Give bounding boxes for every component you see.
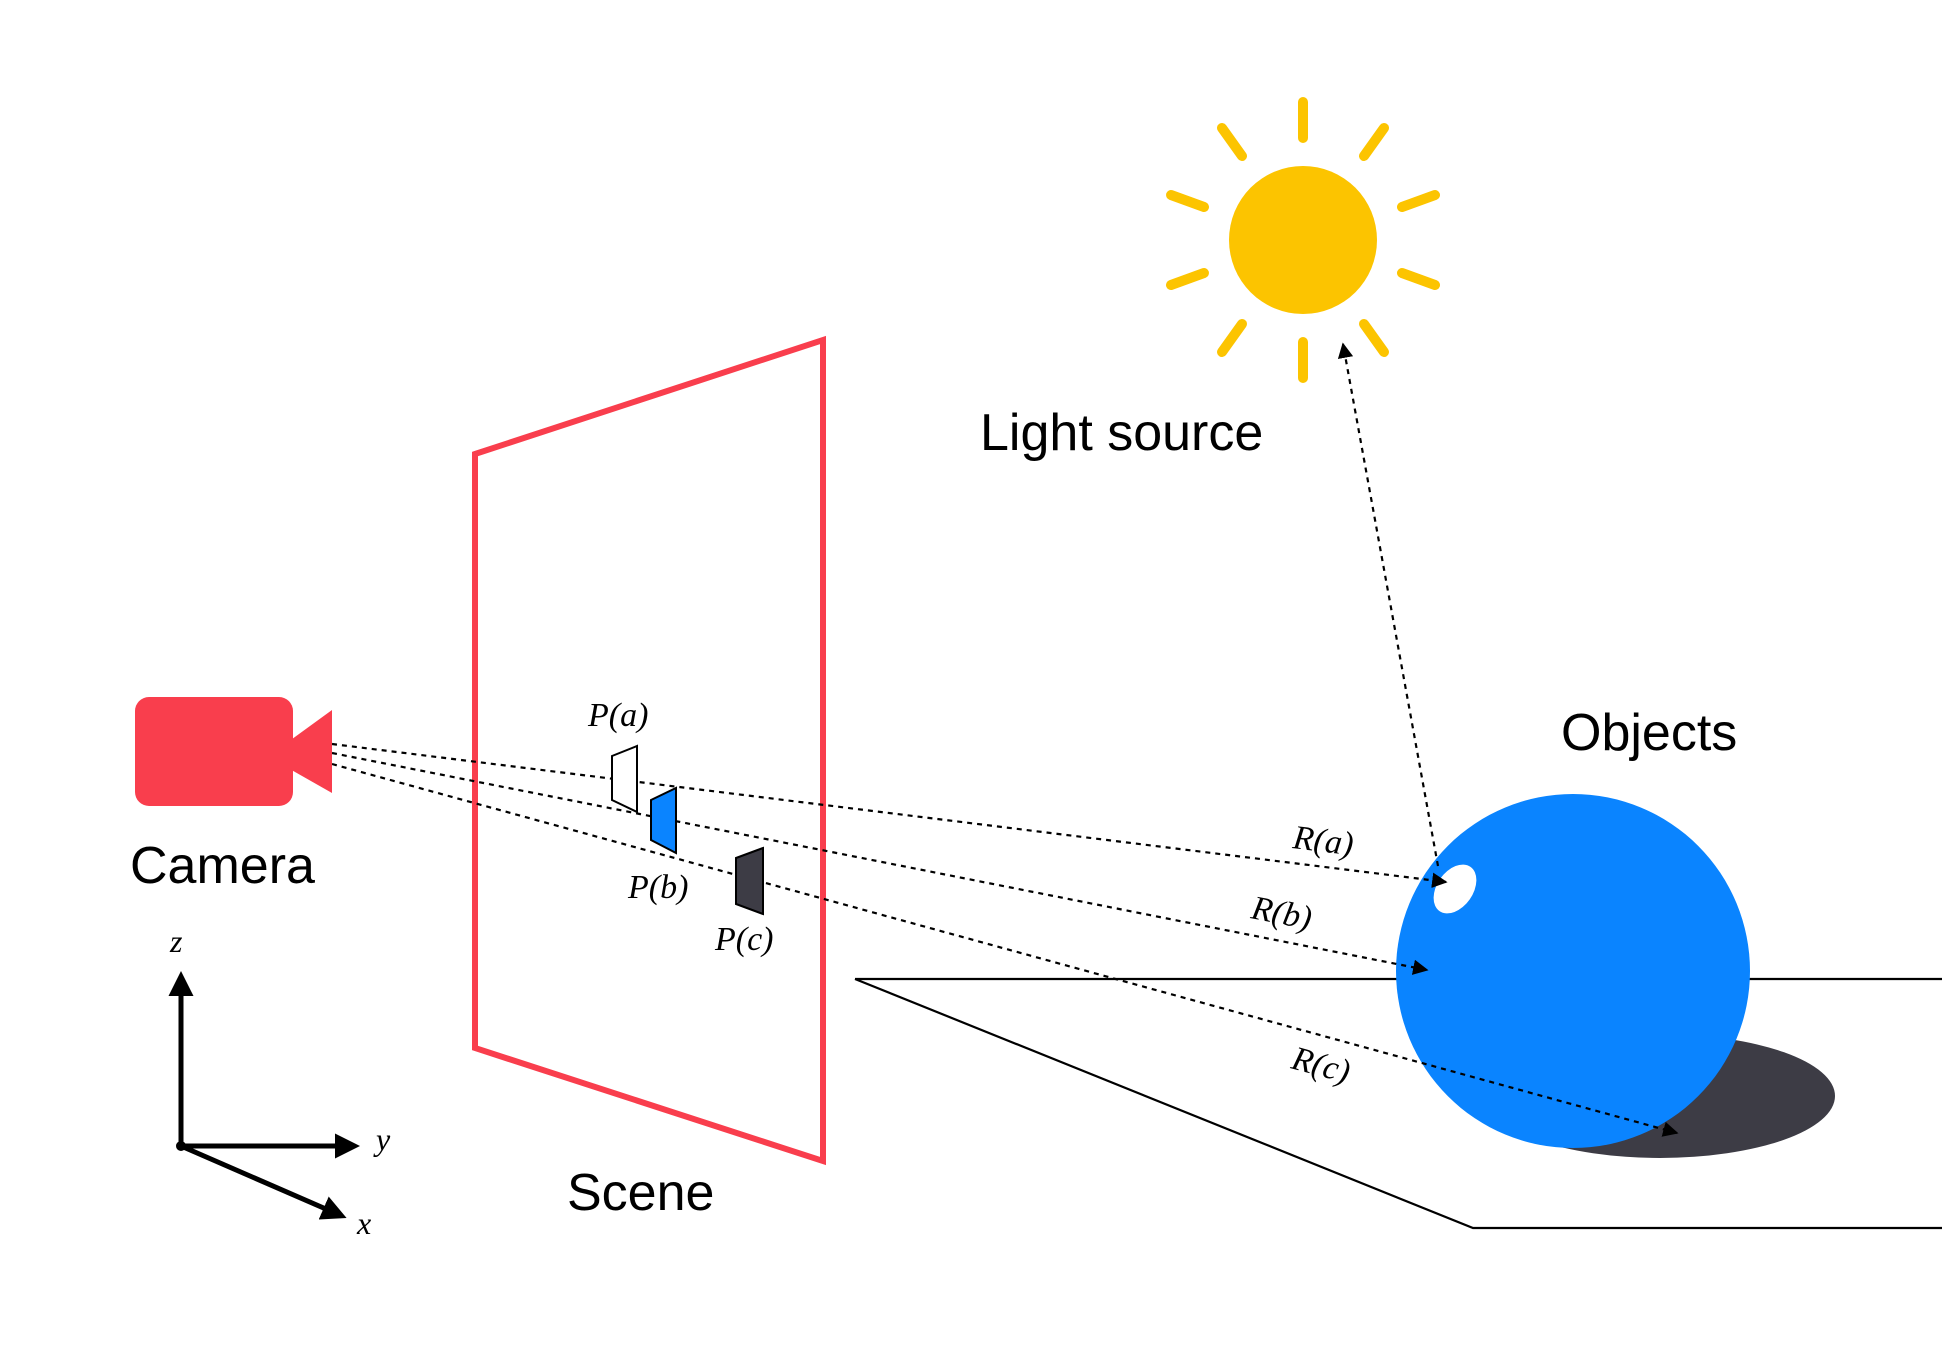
axis-z-label: z bbox=[169, 923, 183, 959]
pixel-a-label: P(a) bbox=[587, 697, 648, 734]
ray-light bbox=[1337, 342, 1440, 867]
axis-y-label: y bbox=[373, 1121, 391, 1157]
video-camera-icon bbox=[135, 697, 332, 806]
pixel-b-label: P(b) bbox=[627, 869, 688, 906]
pixel-c-label: P(c) bbox=[714, 921, 774, 958]
camera-label: Camera bbox=[130, 837, 315, 895]
sun-icon bbox=[1166, 97, 1440, 383]
pixel-a bbox=[611, 744, 638, 814]
ray-c-label: R(c) bbox=[1287, 1040, 1354, 1091]
pixel-b bbox=[650, 786, 677, 855]
ray-a bbox=[331, 742, 1448, 888]
objects-label: Objects bbox=[1561, 704, 1737, 762]
axes-icon bbox=[168, 971, 360, 1220]
ray-b bbox=[331, 751, 1429, 975]
ray-b-label: R(b) bbox=[1247, 889, 1314, 937]
ray-c bbox=[331, 762, 1679, 1137]
scene-label: Scene bbox=[567, 1164, 714, 1222]
blue-sphere bbox=[1396, 794, 1750, 1148]
axis-x-label: x bbox=[356, 1205, 371, 1241]
light-source-label: Light source bbox=[980, 404, 1263, 462]
pixel-c bbox=[735, 846, 764, 916]
scene-frame bbox=[472, 335, 826, 1166]
ray-a-label: R(a) bbox=[1290, 819, 1355, 863]
